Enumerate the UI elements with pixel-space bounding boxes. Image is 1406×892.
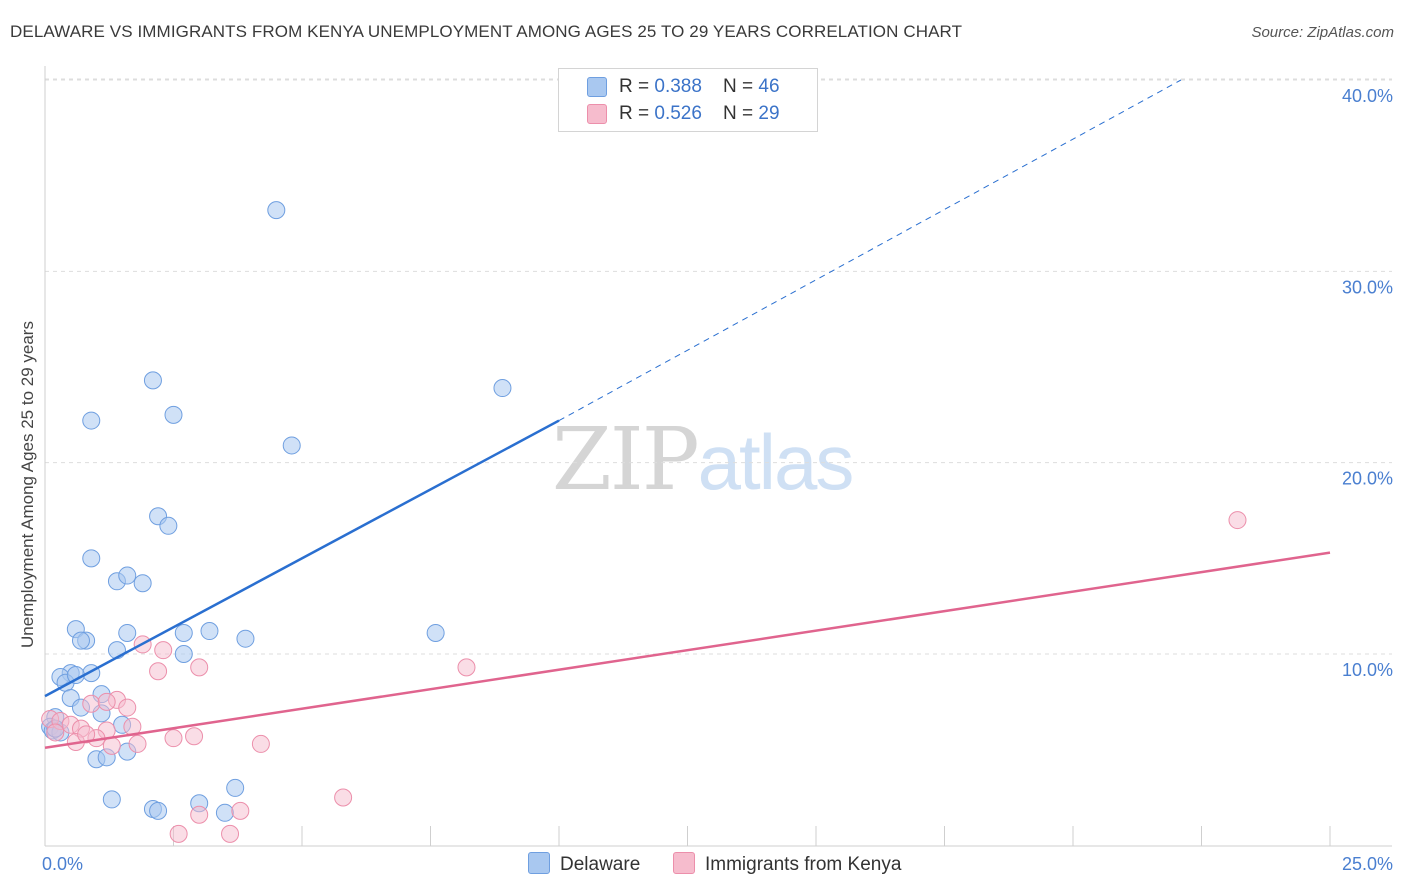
y-tick-label: 30.0% [1342, 277, 1393, 297]
kenya-point [334, 788, 353, 807]
y-tick-label: 10.0% [1342, 660, 1393, 680]
kenya-point [251, 734, 270, 753]
bottom-legend-label: Delaware [560, 854, 641, 875]
kenya-point [190, 805, 209, 824]
delaware-point [215, 803, 234, 822]
kenya-point [190, 658, 209, 677]
delaware-point [102, 790, 121, 809]
correlation-legend: R = 0.388 N = 46 R = 0.526 N = 29 [558, 68, 818, 132]
kenya-point [154, 641, 173, 660]
kenya-point [221, 824, 240, 843]
delaware-trend-line [44, 419, 560, 698]
kenya-trend-line [44, 551, 1331, 749]
delaware-trend-extension [558, 79, 1182, 422]
delaware-point [133, 574, 152, 593]
kenya-point [46, 723, 65, 742]
delaware-point [82, 549, 101, 568]
delaware-point [118, 623, 137, 642]
kenya-point [82, 694, 101, 713]
kenya-point [164, 729, 183, 748]
delaware-point [174, 623, 193, 642]
legend-swatch-kenya [587, 104, 607, 124]
bottom-legend-delaware: Delaware [528, 852, 640, 876]
kenya-point [457, 658, 476, 677]
delaware-point [159, 516, 178, 535]
kenya-point [149, 662, 168, 681]
delaware-point [267, 201, 286, 220]
legend-swatch-delaware [587, 77, 607, 97]
bottom-legend-label: Immigrants from Kenya [705, 854, 902, 875]
kenya-point [231, 801, 250, 820]
kenya-point [77, 725, 96, 744]
legend-r-label: R = [619, 76, 655, 97]
chart-title: DELAWARE VS IMMIGRANTS FROM KENYA UNEMPL… [10, 22, 963, 41]
delaware-point [174, 645, 193, 663]
legend-r-value: 0.526 [654, 103, 702, 124]
delaware-point [164, 405, 183, 424]
legend-n-label: N = [723, 103, 759, 124]
kenya-point [118, 698, 137, 717]
legend-n-value: 29 [758, 103, 780, 124]
x-tick-label: 25.0% [1342, 854, 1393, 874]
delaware-point [82, 411, 101, 430]
y-tick-label: 40.0% [1342, 86, 1393, 106]
watermark-zip: ZIP [552, 410, 700, 510]
delaware-point [282, 436, 301, 455]
kenya-point [97, 692, 116, 711]
kenya-point [1228, 511, 1247, 530]
bottom-legend-swatch-delaware [528, 852, 550, 874]
legend-r-value: 0.388 [654, 76, 702, 97]
watermark: ZIPatlas [552, 410, 855, 510]
legend-n-label: N = [723, 76, 759, 97]
delaware-point [118, 566, 137, 585]
kenya-point [185, 727, 204, 746]
kenya-point [169, 824, 188, 843]
delaware-point [143, 371, 162, 390]
delaware-point [200, 622, 219, 641]
x-tick-label: 0.0% [42, 854, 83, 874]
delaware-point [426, 623, 445, 642]
legend-n-value: 46 [758, 76, 780, 97]
delaware-point [149, 801, 168, 820]
bottom-legend-kenya: Immigrants from Kenya [673, 852, 901, 876]
watermark-atlas: atlas [697, 418, 855, 506]
delaware-point [226, 778, 245, 797]
kenya-point [102, 736, 121, 755]
delaware-point [493, 379, 512, 398]
bottom-legend-swatch-kenya [673, 852, 695, 874]
legend-r-label: R = [619, 103, 655, 124]
source-label: Source: ZipAtlas.com [1251, 24, 1394, 41]
delaware-point [71, 631, 90, 650]
kenya-point [128, 734, 147, 753]
y-tick-label: 20.0% [1342, 469, 1393, 489]
delaware-point [236, 629, 255, 648]
